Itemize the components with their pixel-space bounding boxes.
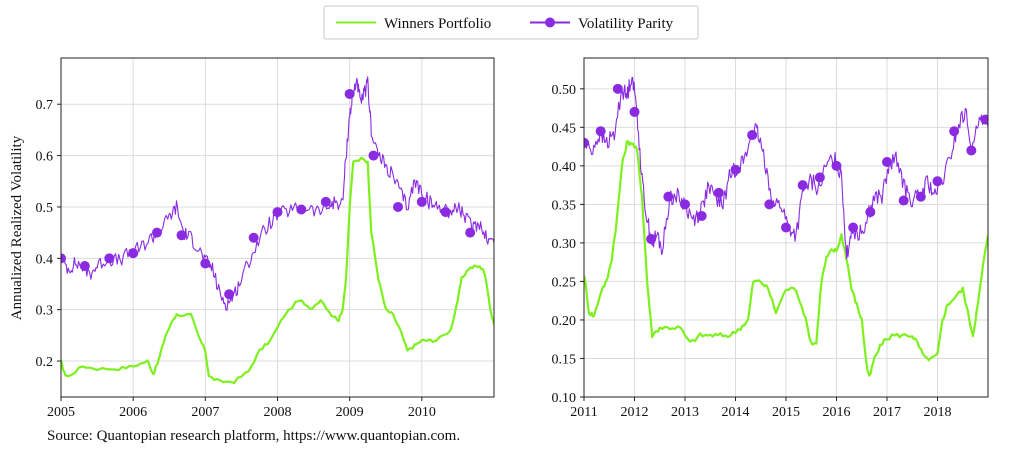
series-marker-vol-parity [848,222,859,233]
series-marker-vol-parity [151,227,162,238]
series-marker-vol-parity [980,114,988,125]
chart-left: 2005 2006 2007 2008 2009 2010 0.2 0.3 0.4 0.5 0.6 0… [36,57,495,420]
y-tick-label: 0.40 [552,160,577,175]
series-marker-vol-parity [747,130,758,141]
x-tick-label: 2014 [722,405,750,420]
series-marker-vol-parity [646,234,657,245]
legend-label-winners: Winners Portfolio [384,16,491,32]
series-marker-vol-parity [595,126,606,137]
series-line-vol-parity [584,76,988,260]
figure: Winners Portfolio Volatility Parity Annu… [9,5,989,420]
series-marker-vol-parity [713,187,724,198]
series-marker-vol-parity [272,207,283,218]
y-tick-label: 0.10 [552,391,577,406]
y-axis-label: Annualized Realized Volatility [9,135,25,320]
series-marker-vol-parity [612,83,623,94]
x-tick-label: 2015 [772,405,800,420]
series-marker-vol-parity [966,145,977,156]
chart-right: 2011 2012 2013 2014 2015 2016 2017 2018 0.10 0.15… [552,57,989,420]
series-line-winners [61,156,494,385]
series-marker-vol-parity [831,160,842,171]
series-marker-vol-parity [663,191,674,202]
y-tick-label: 0.4 [36,252,54,267]
series-marker-vol-parity [797,180,808,191]
y-tick-label: 0.2 [36,355,54,370]
series-marker-vol-parity [416,196,427,207]
y-tick-label: 0.20 [552,314,577,329]
legend-marker-vol-parity [545,17,555,28]
series-marker-vol-parity [176,230,187,241]
plot-area [61,76,494,385]
series-marker-vol-parity [865,207,876,218]
y-tick-label: 0.35 [552,198,577,213]
series-marker-vol-parity [764,199,775,210]
x-tick-label: 2013 [671,405,699,420]
x-tick-label: 2016 [823,405,851,420]
series-marker-vol-parity [440,207,451,218]
plot-area [584,76,988,377]
series-marker-vol-parity [248,232,259,243]
x-tick-label: 2010 [408,405,436,420]
series-marker-vol-parity [680,199,690,210]
x-tick-label: 2006 [119,405,147,420]
x-tick-label: 2011 [570,405,597,420]
series-marker-vol-parity [393,201,404,212]
x-tick-label: 2008 [264,405,292,420]
series-line-winners [584,140,988,377]
y-tick-label: 0.45 [552,121,577,136]
series-marker-vol-parity [696,210,707,221]
series-marker-vol-parity [128,248,139,259]
series-marker-vol-parity [814,172,825,183]
series-marker-vol-parity [79,261,90,272]
legend-label-vol-parity: Volatility Parity [578,16,674,32]
x-tick-label: 2005 [47,405,75,420]
legend: Winners Portfolio Volatility Parity [323,5,699,40]
y-tick-label: 0.15 [552,352,577,367]
legend-frame [323,5,699,40]
y-tick-label: 0.3 [36,304,54,319]
x-tick-label: 2012 [621,405,649,420]
series-marker-vol-parity [296,204,307,215]
x-tick-label: 2007 [191,405,219,420]
series-marker-vol-parity [629,106,640,117]
series-marker-vol-parity [882,157,892,168]
series-marker-vol-parity [224,289,235,300]
y-tick-label: 0.5 [36,201,54,216]
series-marker-vol-parity [915,191,926,202]
series-marker-vol-parity [730,164,741,175]
series-marker-vol-parity [320,196,331,207]
series-marker-vol-parity [898,195,909,206]
source-note: Source: Quantopian research platform, ht… [47,428,461,444]
series-marker-vol-parity [949,126,960,137]
y-tick-label: 0.7 [36,98,54,113]
series-marker-vol-parity [344,88,355,99]
series-marker-vol-parity [584,137,589,148]
series-marker-vol-parity [61,253,66,264]
y-tick-label: 0.50 [552,83,577,98]
x-tick-label: 2018 [924,405,952,420]
y-tick-label: 0.30 [552,237,577,252]
series-marker-vol-parity [781,222,791,233]
series-marker-vol-parity [368,150,379,161]
series-marker-vol-parity [200,258,211,269]
series-marker-vol-parity [465,227,476,238]
series-marker-vol-parity [932,176,943,187]
y-tick-label: 0.25 [552,275,577,290]
x-tick-label: 2017 [873,405,901,420]
series-marker-vol-parity [104,253,115,264]
y-tick-label: 0.6 [36,150,54,165]
x-tick-label: 2009 [336,405,364,420]
